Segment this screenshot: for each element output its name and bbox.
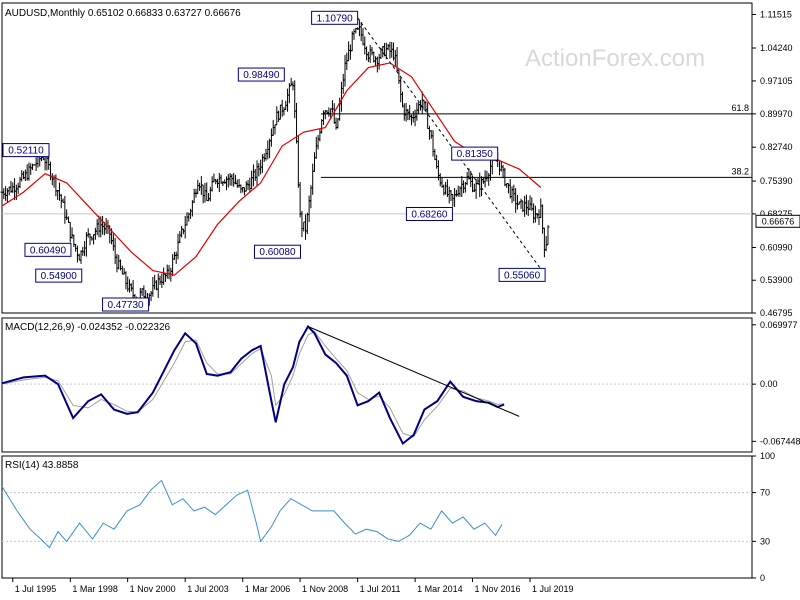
panel-frames bbox=[1, 2, 753, 579]
price-y-tick-label: 0.60990 bbox=[760, 243, 793, 253]
price-annotation-label: 0.52110 bbox=[8, 146, 44, 157]
macd-y-axis: 0.069977 0.00 -0.067448 bbox=[752, 320, 800, 446]
price-annotation-box bbox=[2, 143, 50, 158]
moving-average bbox=[1, 62, 542, 276]
rsi-y-axis: 100 70 30 0 bbox=[752, 451, 775, 583]
price-annotation-box bbox=[498, 267, 546, 282]
price-y-tick-label: 1.11515 bbox=[760, 9, 792, 19]
rsi-y-tick-label: 30 bbox=[760, 536, 770, 546]
x-tick-label: 1 Mar 2014 bbox=[417, 584, 463, 594]
macd-y-tick-label: -0.067448 bbox=[760, 436, 800, 446]
macd-y-tick-label: 0.00 bbox=[760, 379, 778, 389]
price-annotation-box bbox=[102, 297, 150, 312]
price-y-tick-label: 0.97105 bbox=[760, 76, 793, 86]
price-annotation-label: 0.81350 bbox=[457, 149, 494, 160]
macd-main-line bbox=[1, 324, 505, 446]
x-tick-label: 1 Jul 1995 bbox=[15, 584, 57, 594]
price-annotation-label: 0.60080 bbox=[259, 247, 296, 258]
macd-title: MACD(12,26,9) -0.024352 -0.022326 bbox=[5, 322, 171, 333]
macd-lines bbox=[1, 324, 752, 446]
price-annotation-box bbox=[35, 268, 83, 283]
price-annotation-box bbox=[451, 146, 499, 161]
x-tick-label: 1 Nov 2008 bbox=[302, 584, 348, 594]
x-tick-label: 1 Mar 2006 bbox=[245, 584, 291, 594]
price-y-tick-label: 1.04240 bbox=[760, 43, 793, 53]
price-annotation-label: 0.98490 bbox=[243, 70, 280, 81]
rsi-panel-frame bbox=[1, 455, 753, 579]
price-y-tick-label: 0.75390 bbox=[760, 176, 793, 186]
rsi-line bbox=[1, 479, 503, 549]
price-annotation-label: 0.47730 bbox=[107, 300, 144, 311]
x-tick-label: 1 Jul 2019 bbox=[532, 584, 574, 594]
x-tick-label: 1 Nov 2016 bbox=[474, 584, 520, 594]
price-annotation-box bbox=[24, 242, 72, 257]
macd-trendline bbox=[307, 326, 520, 417]
moving-average-line bbox=[1, 62, 542, 276]
price-annotations: 0.52110 0.60490 0.54900 0.47730 0.98490 0.600… bbox=[2, 10, 546, 312]
symbol-label: AUDUSD,Monthly bbox=[5, 8, 85, 19]
x-tick-label: 1 Mar 1998 bbox=[72, 584, 118, 594]
price-annotation-label: 0.54900 bbox=[41, 271, 78, 282]
fib-level-label: 38.2 bbox=[731, 166, 749, 176]
price-annotation-label: 1.10790 bbox=[317, 13, 354, 24]
price-y-tick-label: 0.82740 bbox=[760, 142, 793, 152]
ohlc-values: 0.65102 0.66833 0.63727 0.66676 bbox=[88, 8, 241, 19]
price-y-tick-label: 0.89970 bbox=[760, 109, 793, 119]
price-annotation-label: 0.60490 bbox=[30, 245, 67, 256]
macd-panel-frame bbox=[1, 317, 753, 453]
rsi-title: RSI(14) 43.8858 bbox=[5, 460, 79, 471]
price-y-tick-label: 0.46795 bbox=[760, 308, 793, 318]
macd-y-tick-label: 0.069977 bbox=[760, 320, 798, 330]
price-trendline bbox=[357, 17, 546, 276]
x-tick-label: 1 Jul 2003 bbox=[187, 584, 229, 594]
x-tick-label: 1 Nov 2000 bbox=[130, 584, 176, 594]
watermark: ActionForex.com bbox=[525, 45, 705, 72]
price-annotation-box bbox=[253, 244, 301, 259]
price-annotation-label: 0.68260 bbox=[411, 209, 448, 220]
price-trendline-segment bbox=[357, 17, 546, 276]
rsi-lines bbox=[1, 479, 752, 549]
fib-levels: 61.8 38.2 bbox=[2, 103, 752, 215]
price-y-tick-label: 0.53900 bbox=[760, 275, 793, 285]
price-annotation-box bbox=[311, 10, 359, 25]
rsi-y-tick-label: 100 bbox=[760, 451, 775, 461]
fib-level-label: 61.8 bbox=[731, 103, 749, 113]
rsi-y-tick-label: 70 bbox=[760, 488, 770, 498]
price-annotation-box bbox=[405, 206, 453, 221]
x-tick-label: 1 Jul 2011 bbox=[360, 584, 401, 594]
price-header: AUDUSD,Monthly 0.65102 0.66833 0.63727 0… bbox=[5, 8, 241, 19]
price-panel-frame bbox=[1, 2, 753, 314]
price-annotation-box bbox=[237, 67, 285, 82]
current-price-box bbox=[755, 214, 800, 228]
rsi-y-tick-label: 0 bbox=[760, 573, 765, 583]
current-price-label: 0.66676 bbox=[762, 216, 795, 226]
current-price-marker: 0.66676 bbox=[755, 214, 800, 228]
price-y-axis: 1.11515 1.04240 0.97105 0.89970 0.82740 0.753… bbox=[752, 9, 793, 318]
price-annotation-label: 0.55060 bbox=[504, 270, 541, 281]
price-y-tick-label: 0.68275 bbox=[760, 209, 793, 219]
x-axis: 1 Jul 1995 1 Mar 1998 1 Nov 2000 1 Jul 2003… bbox=[12, 578, 574, 594]
